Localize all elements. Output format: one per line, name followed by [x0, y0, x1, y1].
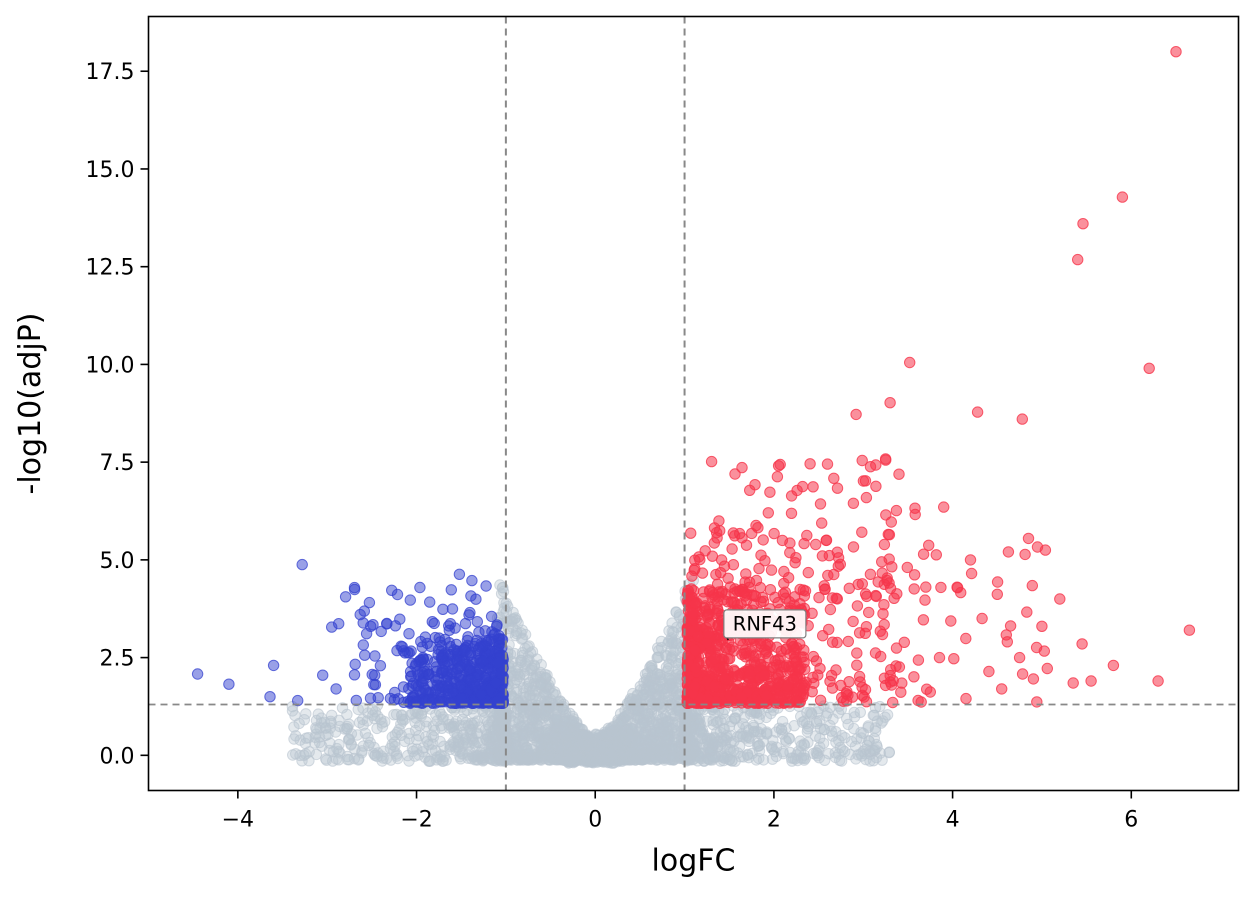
- y-tick-label: 12.5: [86, 256, 135, 281]
- series-down: [191, 558, 509, 709]
- annotation-box: [723, 609, 807, 639]
- series-up: [681, 46, 1196, 709]
- y-tick-label: 5.0: [100, 549, 135, 574]
- y-tick-label: 15.0: [86, 158, 135, 183]
- y-tick-label: 2.5: [100, 647, 135, 672]
- x-axis-label: logFC: [652, 844, 736, 879]
- x-tick-label: 4: [946, 808, 960, 833]
- x-tick-label: 2: [767, 808, 781, 833]
- plot-frame: [147, 15, 1240, 792]
- y-axis-label: -log10(adjP): [13, 313, 48, 495]
- x-tick-label: 6: [1124, 808, 1138, 833]
- series-ns: [286, 574, 895, 769]
- x-tick-label: −4: [222, 808, 254, 833]
- y-tick-label: 10.0: [86, 353, 135, 378]
- y-tick-label: 7.5: [100, 451, 135, 476]
- annotation-label: RNF43: [733, 612, 797, 635]
- x-tick-label: −2: [400, 808, 432, 833]
- annotation-rnf43: RNF43: [723, 609, 807, 641]
- scatter-points: [191, 46, 1196, 769]
- y-tick-label: 17.5: [86, 60, 135, 85]
- axes: −4 −2 0 2 4 6 0.0 2.5 5.0 7.5 10.0 12.5 15.0 17.5 logF…: [13, 15, 1240, 879]
- y-tick-label: 0.0: [100, 744, 135, 769]
- x-tick-label: 0: [588, 808, 602, 833]
